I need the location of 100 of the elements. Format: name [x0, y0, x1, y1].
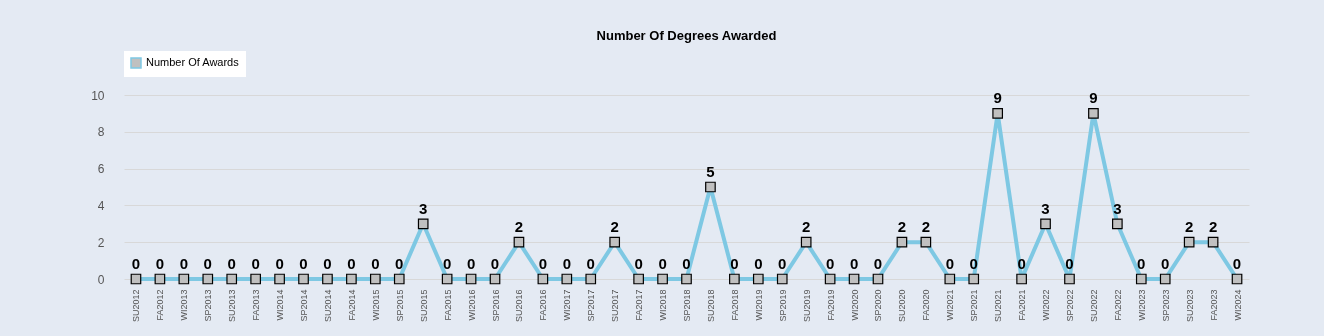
data-label: 0 — [778, 255, 787, 272]
x-tick-label: FA2017 — [634, 289, 645, 321]
x-tick-label: SP2022 — [1064, 289, 1075, 322]
x-tick-label: FA2023 — [1208, 289, 1219, 321]
data-label: 0 — [945, 255, 954, 272]
data-label: 0 — [969, 255, 978, 272]
data-label: 0 — [371, 255, 380, 272]
x-tick-label: FA2018 — [729, 289, 740, 321]
data-label: 2 — [610, 218, 619, 236]
y-tick-label: 2 — [97, 235, 105, 250]
x-tick-label: FA2016 — [538, 289, 549, 321]
x-tick-label: FA2015 — [442, 289, 453, 321]
x-tick-label: WI2024 — [1232, 289, 1243, 321]
x-tick-label: FA2019 — [825, 289, 836, 321]
x-tick-label: SU2013 — [227, 289, 238, 323]
data-label: 0 — [586, 255, 595, 272]
data-label: 5 — [706, 163, 715, 180]
data-label: 2 — [897, 218, 907, 236]
x-tick-label: WI2022 — [1041, 289, 1052, 321]
data-label: 9 — [993, 89, 1002, 107]
data-label: 2 — [514, 218, 524, 236]
x-tick-label: WI2018 — [658, 289, 669, 321]
x-tick-label: FA2013 — [251, 289, 262, 321]
x-tick-label: WI2020 — [849, 289, 860, 321]
data-label: 0 — [658, 255, 667, 272]
data-label: 3 — [419, 199, 428, 217]
data-label: 2 — [802, 218, 811, 236]
data-label: 0 — [251, 255, 260, 272]
x-tick-label: SU2022 — [1088, 289, 1099, 323]
x-tick-label: SP2015 — [394, 289, 405, 322]
data-label: 0 — [299, 255, 308, 272]
data-label: 0 — [442, 255, 452, 272]
legend-label: Number Of Awards — [146, 56, 240, 68]
data-label: 0 — [227, 255, 236, 272]
data-label: 0 — [538, 255, 548, 272]
x-tick-label: WI2023 — [1136, 289, 1147, 321]
data-label: 0 — [682, 255, 691, 272]
x-tick-label: WI2021 — [945, 289, 956, 321]
x-tick-label: SU2019 — [801, 289, 812, 323]
x-tick-label: FA2014 — [346, 289, 357, 321]
data-label: 3 — [1113, 199, 1122, 217]
x-tick-label: SP2023 — [1160, 289, 1171, 322]
x-tick-label: FA2012 — [155, 289, 166, 321]
y-tick-label: 10 — [91, 88, 105, 103]
x-tick-label: SU2015 — [418, 289, 429, 323]
x-tick-label: FA2020 — [921, 289, 932, 321]
data-label: 0 — [634, 255, 643, 272]
x-tick-label: FA2021 — [1017, 289, 1028, 321]
data-label: 2 — [1208, 218, 1218, 236]
x-tick-label: SU2012 — [131, 289, 142, 323]
data-label: 0 — [1065, 255, 1074, 272]
x-tick-label: WI2014 — [275, 289, 286, 321]
x-tick-label: SP2016 — [490, 289, 501, 322]
x-tick-label: WI2019 — [753, 289, 764, 321]
data-label: 0 — [179, 255, 189, 272]
data-label: 0 — [1137, 255, 1146, 272]
x-tick-label: SU2021 — [993, 289, 1004, 323]
data-label: 0 — [490, 255, 500, 272]
data-label: 0 — [730, 255, 739, 272]
y-tick-label: 0 — [97, 272, 105, 287]
data-label: 0 — [849, 255, 859, 272]
y-tick-label: 8 — [97, 125, 105, 140]
x-tick-label: SU2020 — [897, 289, 908, 323]
data-label: 0 — [1232, 255, 1242, 272]
data-label: 2 — [1184, 218, 1194, 236]
y-tick-label: 6 — [97, 162, 105, 177]
x-tick-label: SP2014 — [299, 289, 310, 322]
data-label: 0 — [1017, 255, 1026, 272]
x-tick-label: WI2013 — [179, 289, 190, 321]
data-label: 0 — [466, 255, 476, 272]
x-tick-label: SP2017 — [586, 289, 597, 322]
x-tick-label: WI2016 — [466, 289, 477, 321]
x-tick-label: SU2017 — [610, 289, 621, 323]
x-tick-label: WI2017 — [562, 289, 573, 321]
x-tick-label: FA2022 — [1112, 289, 1123, 321]
x-tick-label: SU2016 — [514, 289, 525, 323]
data-label: 0 — [562, 255, 571, 272]
chart-title: Number Of Degrees Awarded — [596, 28, 777, 43]
data-label: 0 — [825, 255, 835, 272]
data-label: 0 — [1161, 255, 1170, 272]
data-label: 0 — [155, 255, 165, 272]
x-tick-label: SU2014 — [322, 289, 333, 323]
data-label: 9 — [1089, 89, 1098, 107]
x-tick-label: SP2020 — [873, 289, 884, 322]
data-label: 3 — [1041, 199, 1050, 217]
x-tick-label: SP2018 — [682, 289, 692, 322]
data-label: 0 — [203, 255, 212, 272]
x-tick-label: WI2015 — [370, 289, 381, 321]
data-label: 0 — [275, 255, 284, 272]
x-tick-label: SP2019 — [777, 289, 788, 322]
data-label: 0 — [754, 255, 763, 272]
data-label: 0 — [323, 255, 332, 272]
y-tick-label: 4 — [97, 198, 105, 213]
x-tick-label: SU2023 — [1184, 289, 1195, 323]
x-tick-label: SU2018 — [705, 289, 716, 323]
data-label: 0 — [395, 255, 404, 272]
x-tick-label: SP2021 — [969, 289, 980, 322]
data-label: 0 — [873, 255, 883, 272]
x-tick-label: SP2013 — [203, 289, 214, 322]
data-label: 0 — [131, 255, 141, 272]
